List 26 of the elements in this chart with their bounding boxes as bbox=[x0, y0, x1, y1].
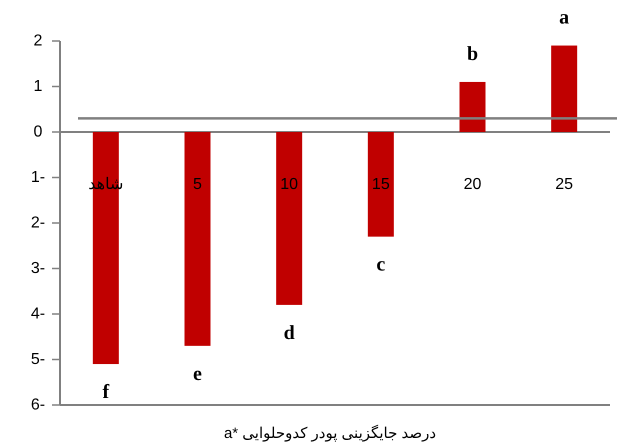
annotation: e bbox=[193, 362, 202, 385]
y-tick-label: 3- bbox=[30, 260, 46, 277]
y-tick-label: 6- bbox=[30, 396, 46, 414]
bar bbox=[276, 132, 302, 305]
y-tick-label: 1- bbox=[30, 169, 46, 186]
x-tick-label: 5 bbox=[193, 176, 202, 193]
text: a bbox=[559, 6, 570, 29]
y-tick-label: 1 bbox=[34, 78, 43, 95]
bar bbox=[184, 132, 210, 346]
annotation: c bbox=[376, 254, 386, 276]
annotation: f bbox=[102, 381, 110, 404]
bar bbox=[551, 46, 578, 132]
bar bbox=[368, 132, 394, 237]
bar bbox=[460, 82, 486, 132]
x-tick-label: 10 bbox=[280, 176, 298, 193]
annotation: b bbox=[466, 42, 478, 65]
y-tick-label: 5- bbox=[30, 351, 46, 368]
y-tick-label: 2- bbox=[30, 214, 46, 232]
x-tick-label: 25 bbox=[555, 176, 574, 193]
y-tick-label: 0 bbox=[34, 124, 43, 140]
y-tick-label: 4- bbox=[30, 306, 46, 322]
x-axis-title: درصد جایگزینی پودر کدوحلوایی *a bbox=[224, 424, 436, 442]
x-tick-label: 20 bbox=[464, 176, 482, 193]
y-tick-label: 2 bbox=[34, 32, 43, 50]
x-tick-label: 15 bbox=[372, 176, 390, 193]
annotation: d bbox=[284, 322, 295, 344]
